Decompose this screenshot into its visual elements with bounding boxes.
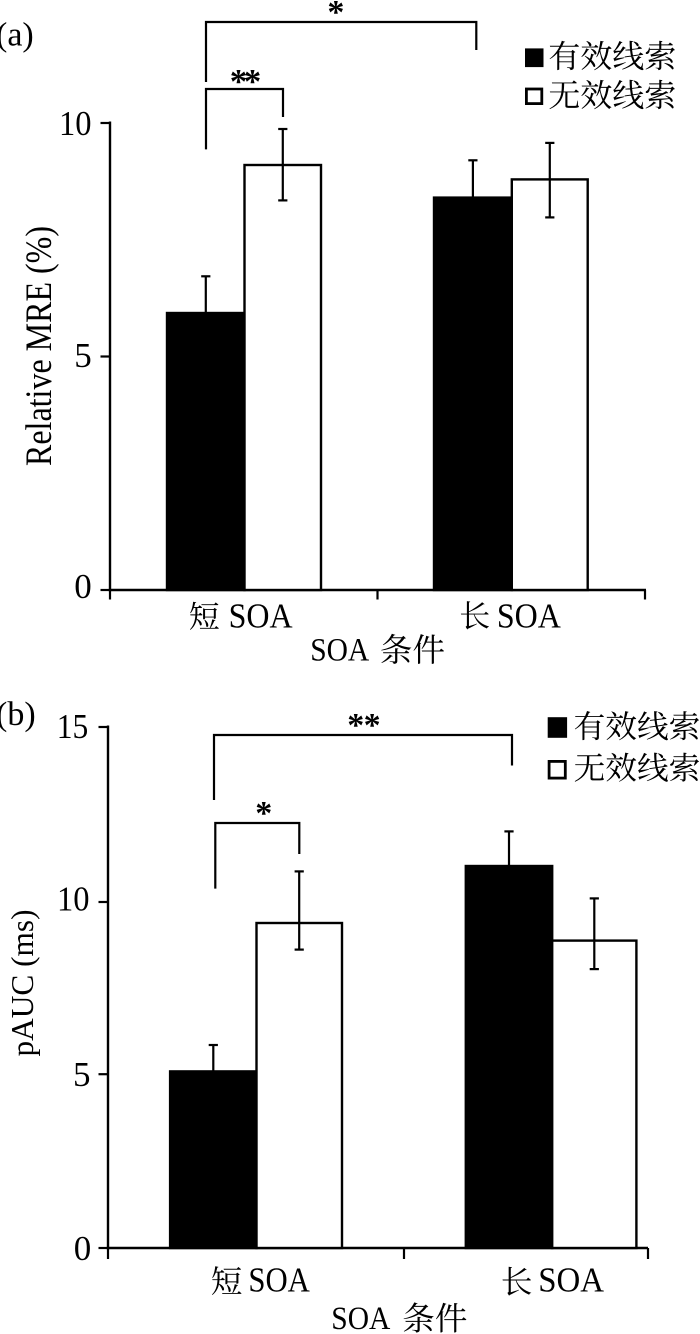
svg-text:*: * xyxy=(255,795,272,832)
svg-text:*: * xyxy=(230,62,248,101)
svg-text:SOA: SOA xyxy=(248,1261,310,1300)
svg-text:10: 10 xyxy=(57,880,90,919)
svg-text:SOA: SOA xyxy=(497,596,562,635)
svg-text:*: * xyxy=(364,707,381,744)
svg-text:(a): (a) xyxy=(0,17,34,54)
svg-text:SOA: SOA xyxy=(229,596,294,635)
svg-text:0: 0 xyxy=(74,567,92,606)
svg-text:SOA: SOA xyxy=(538,1261,604,1300)
svg-text:pAUC (ms): pAUC (ms) xyxy=(4,910,40,1057)
svg-text:*: * xyxy=(327,0,344,31)
svg-text:SOA: SOA xyxy=(310,632,369,668)
svg-text:5: 5 xyxy=(74,336,92,375)
svg-text:10: 10 xyxy=(59,104,92,143)
svg-text:*: * xyxy=(347,707,364,744)
svg-text:SOA: SOA xyxy=(331,1301,390,1334)
svg-text:5: 5 xyxy=(73,1055,91,1094)
svg-text:Relative MRE (%): Relative MRE (%) xyxy=(19,226,60,466)
svg-text:*: * xyxy=(244,62,262,101)
svg-text:0: 0 xyxy=(74,1229,92,1268)
svg-text:(b): (b) xyxy=(0,696,36,733)
svg-text:15: 15 xyxy=(57,707,89,746)
